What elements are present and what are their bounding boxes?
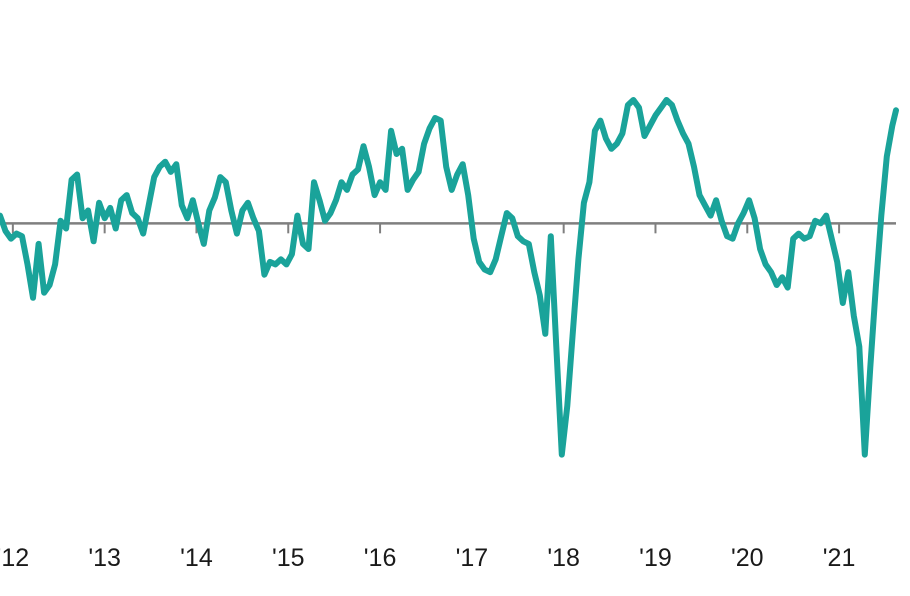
series-line <box>0 97 899 458</box>
x-tick-label: '14 <box>180 544 213 572</box>
x-tick-label: '18 <box>547 544 580 572</box>
x-tick-label: '19 <box>639 544 672 572</box>
x-tick-label: '17 <box>456 544 489 572</box>
x-tick-label: '13 <box>88 544 121 572</box>
x-tick-label: '16 <box>364 544 397 572</box>
x-tick-label: '21 <box>823 544 856 572</box>
x-tick-label: '15 <box>272 544 305 572</box>
x-tick-label: '12 <box>0 544 29 572</box>
x-tick-label: '20 <box>731 544 764 572</box>
x-axis-labels: '12 '13 '14 '15 '16 '17 '18 '19 '20 '21 <box>0 544 855 572</box>
x-axis-ticks <box>11 223 841 234</box>
series-group <box>0 97 899 458</box>
